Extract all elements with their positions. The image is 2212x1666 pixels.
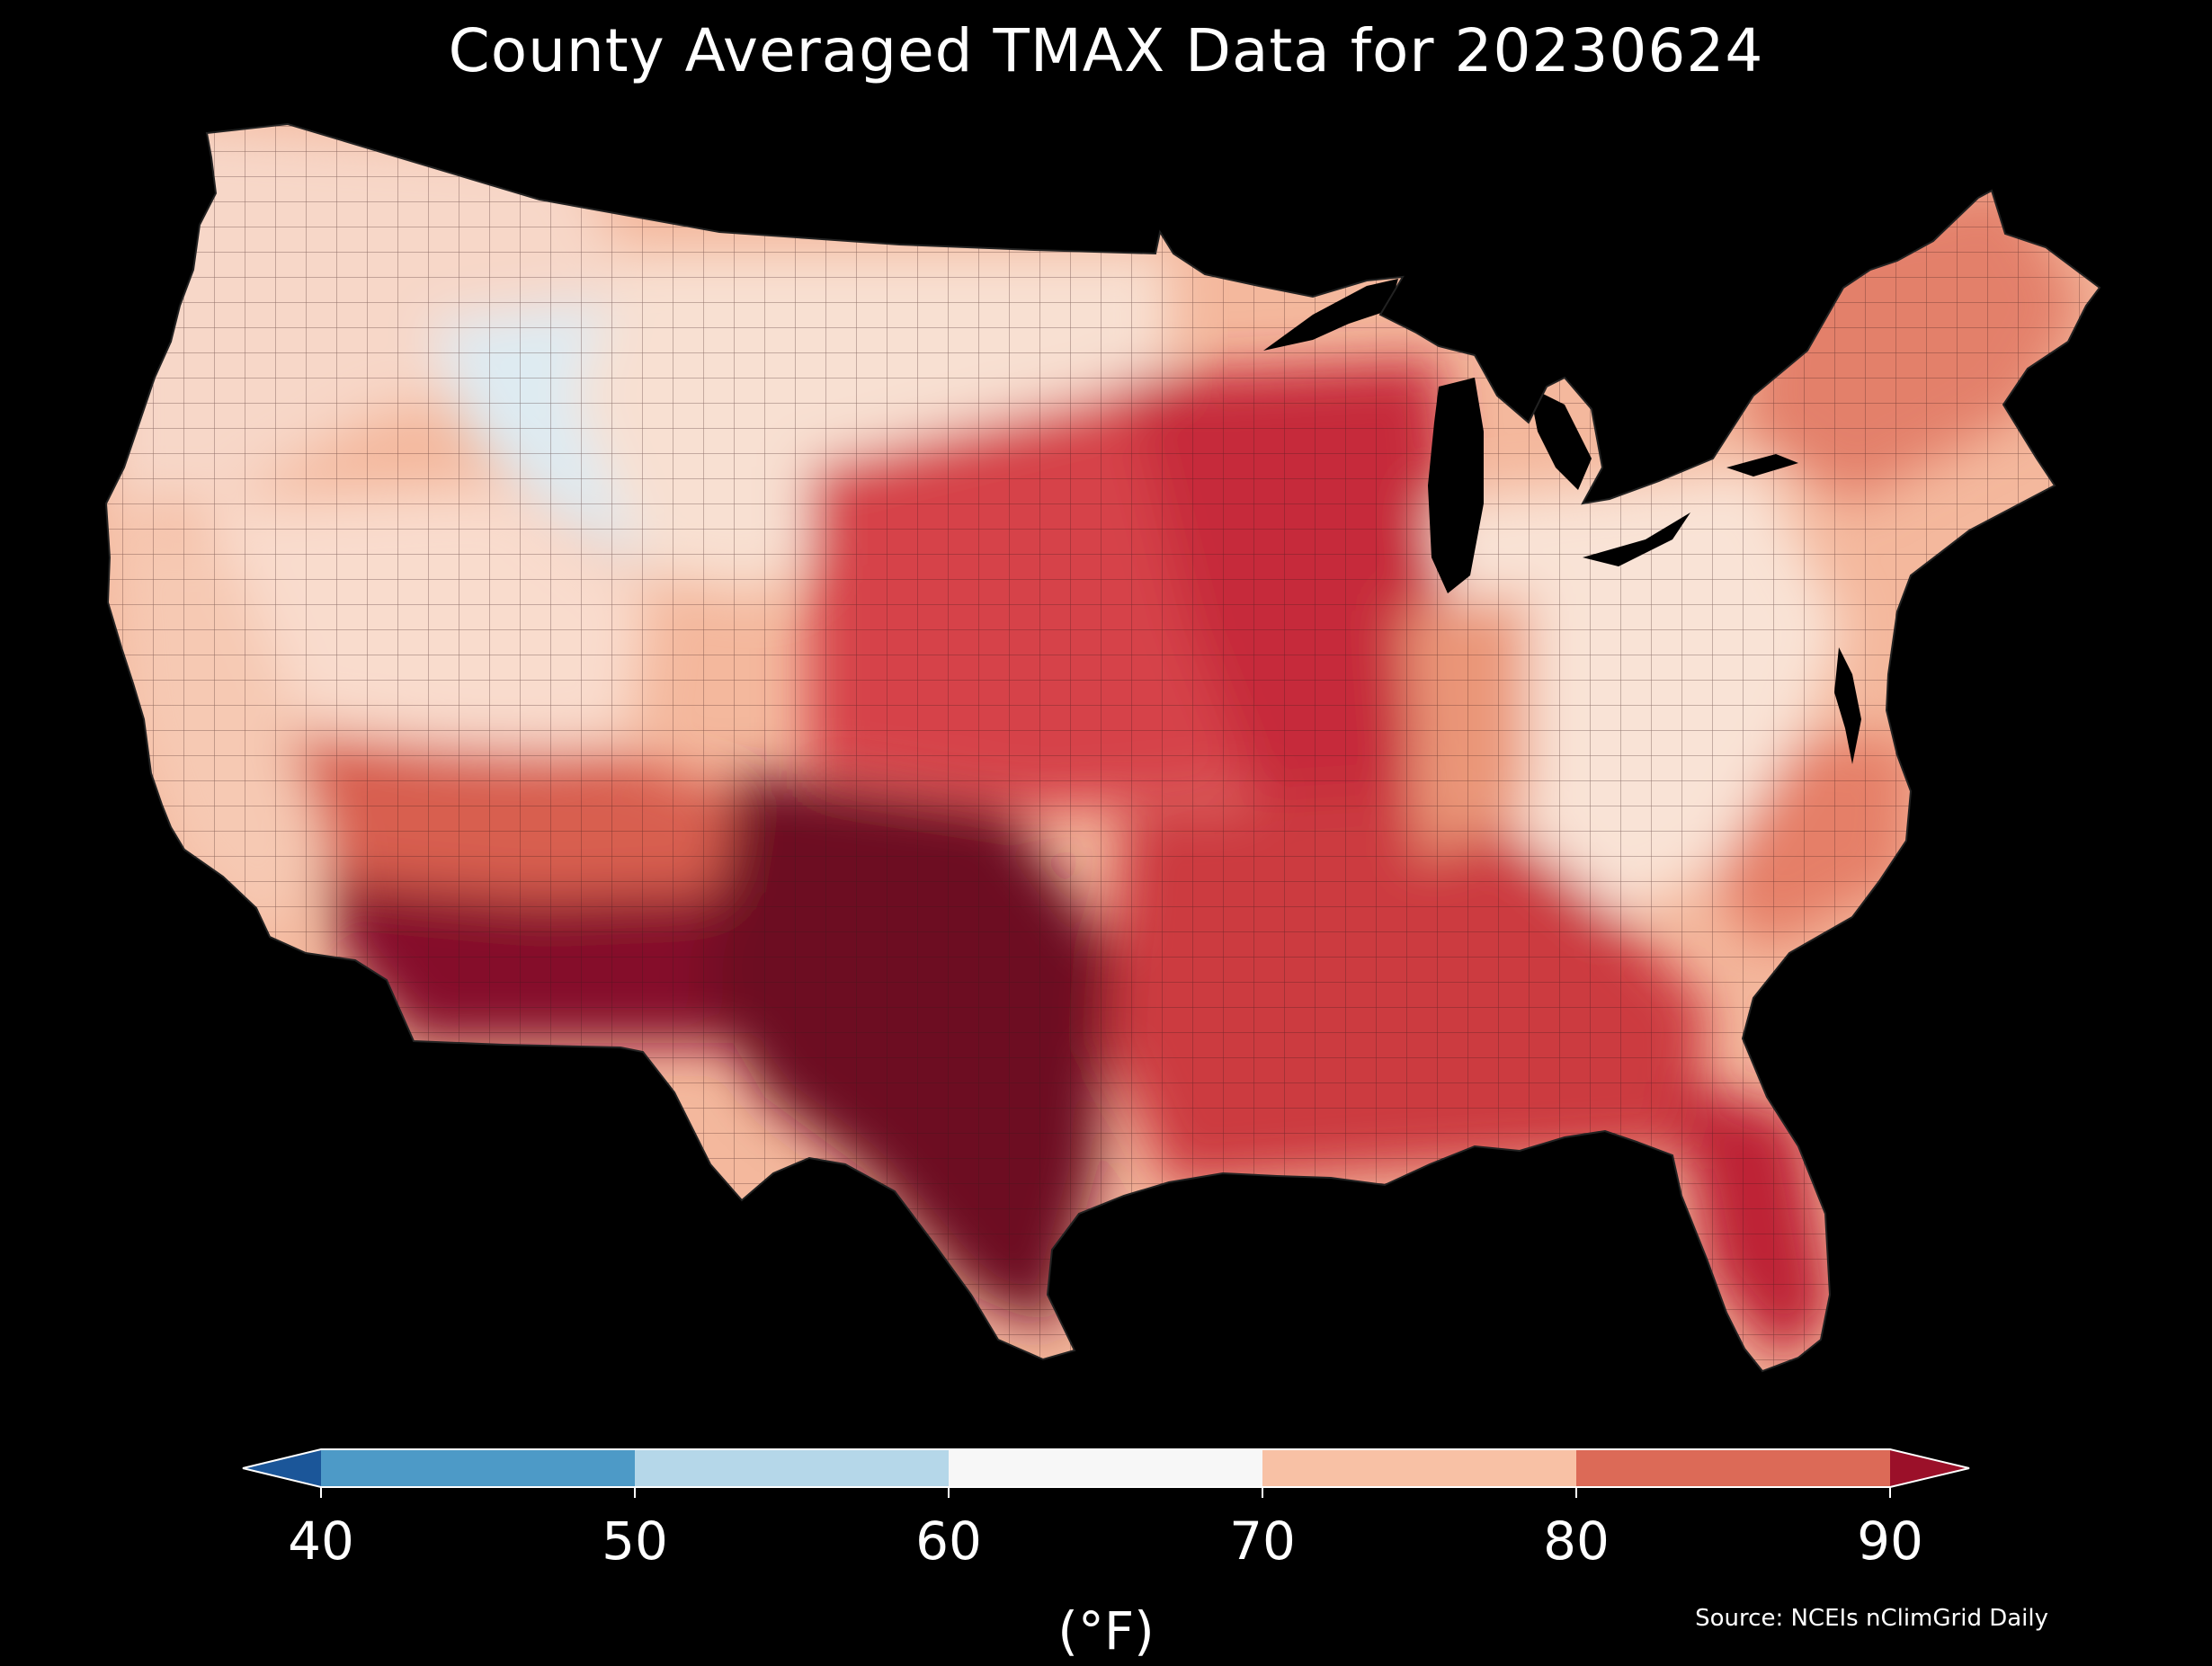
colorbar-tick-label: 80 <box>1543 1510 1610 1572</box>
lake-superior <box>1263 279 1398 351</box>
colorbar-unit-label: (°F) <box>1057 1600 1155 1662</box>
source-credit: Source: NCEIs nClimGrid Daily <box>1695 1605 2048 1632</box>
colorbar-tick-label: 50 <box>602 1510 668 1572</box>
chesapeake-bay <box>1834 647 1861 764</box>
colorbar-bin-60-70 <box>949 1449 1262 1487</box>
colorbar-tick-label: 70 <box>1229 1510 1296 1572</box>
great-lakes <box>1263 279 1861 764</box>
colorbar-tick-label: 40 <box>288 1510 354 1572</box>
lake-michigan <box>1428 378 1484 593</box>
lake-huron <box>1529 387 1592 490</box>
lake-ontario <box>1726 454 1798 477</box>
colorbar-bin-40-50 <box>321 1449 635 1487</box>
colorbar-bin-80-90 <box>1576 1449 1890 1487</box>
colorbar-extend-low <box>243 1449 321 1487</box>
colorbar-extend-high <box>1890 1449 1969 1487</box>
us-outline <box>104 122 2101 1373</box>
colorbar-tick-label: 90 <box>1857 1510 1923 1572</box>
lake-erie <box>1583 512 1690 566</box>
colorbar-tick-label: 60 <box>915 1510 982 1572</box>
colorbar-bin-50-60 <box>635 1449 949 1487</box>
map-title: County Averaged TMAX Data for 20230624 <box>448 16 1764 85</box>
colorbar-bin-70-80 <box>1262 1449 1576 1487</box>
